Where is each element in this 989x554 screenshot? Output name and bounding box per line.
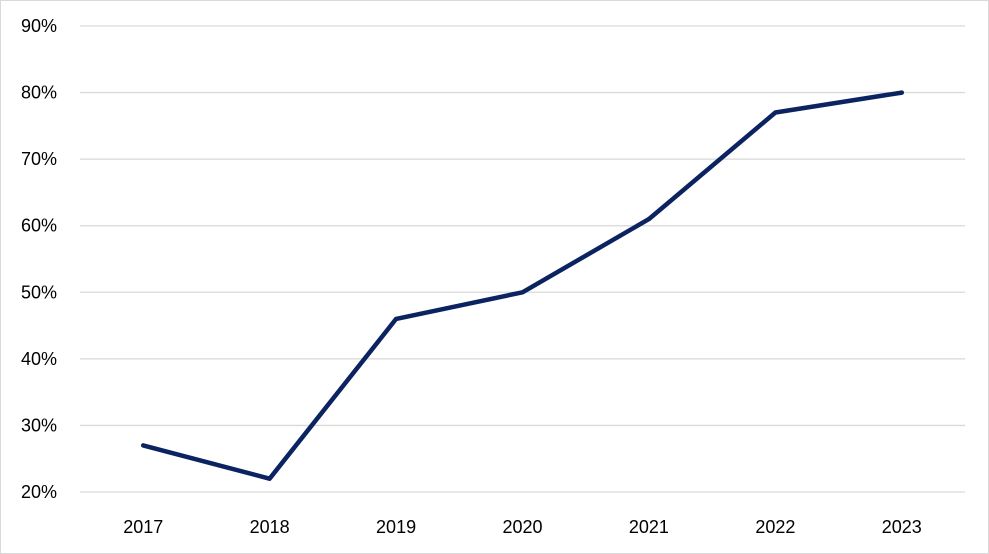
x-tick-label: 2018 xyxy=(250,517,290,537)
data-point-2022 xyxy=(773,110,778,115)
y-tick-label: 70% xyxy=(21,149,57,169)
y-tick-label: 60% xyxy=(21,216,57,236)
y-tick-label: 30% xyxy=(21,415,57,435)
series-line-0 xyxy=(140,90,905,481)
x-tick-label: 2020 xyxy=(502,517,542,537)
x-tick-label: 2023 xyxy=(882,517,922,537)
data-point-2020 xyxy=(520,290,525,295)
data-point-2018 xyxy=(267,476,272,481)
x-tick-label: 2017 xyxy=(123,517,163,537)
y-tick-label: 90% xyxy=(21,16,57,36)
y-axis-tick-labels: 20% 30% 40% 50% 60% 70% 80% 90% xyxy=(21,16,57,502)
data-point-2021 xyxy=(646,217,651,222)
series-lines xyxy=(140,90,905,481)
gridlines xyxy=(80,25,965,493)
y-tick-label: 20% xyxy=(21,482,57,502)
y-tick-label: 80% xyxy=(21,83,57,103)
x-tick-label: 2021 xyxy=(629,517,669,537)
x-tick-label: 2022 xyxy=(755,517,795,537)
x-axis-tick-labels: 2017 2018 2019 2020 2021 2022 2023 xyxy=(123,517,922,537)
x-tick-label: 2019 xyxy=(376,517,416,537)
data-point-2017 xyxy=(141,443,146,448)
data-point-2023 xyxy=(899,90,904,95)
y-tick-label: 50% xyxy=(21,282,57,302)
y-tick-label: 40% xyxy=(21,349,57,369)
data-point-2019 xyxy=(394,316,399,321)
